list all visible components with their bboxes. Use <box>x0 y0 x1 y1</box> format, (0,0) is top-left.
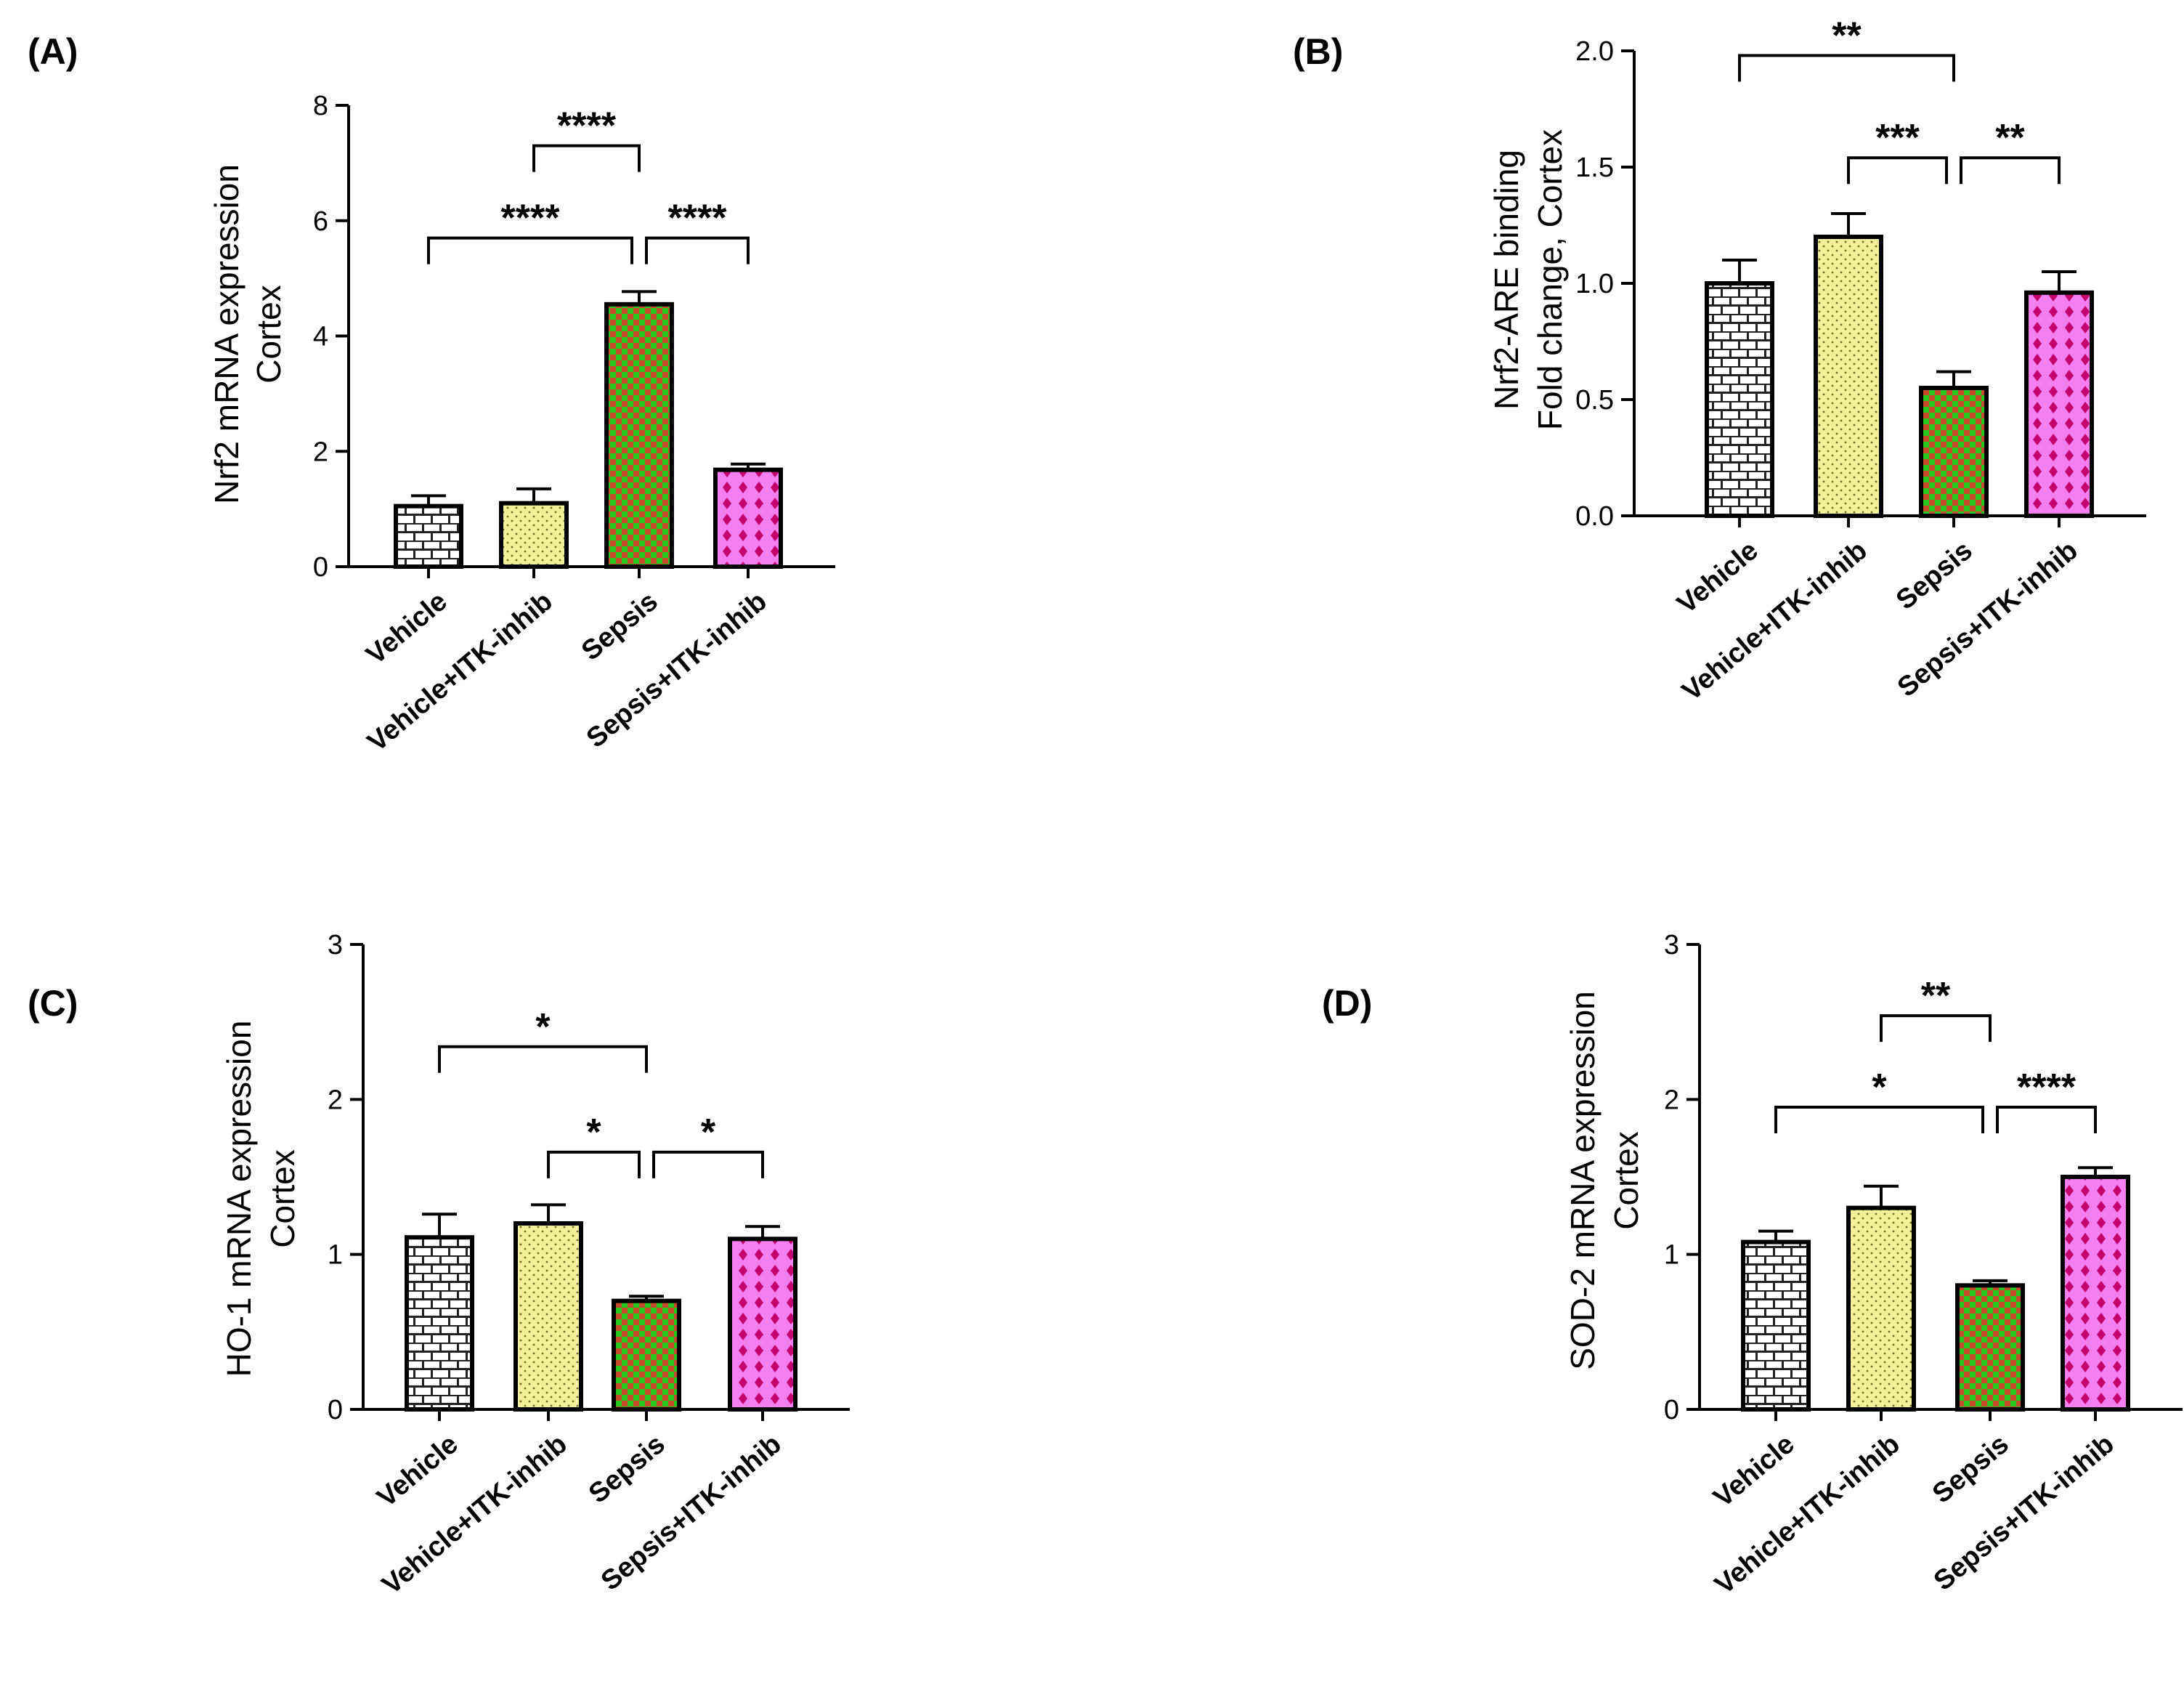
significance-label-c-0: * <box>535 1006 551 1048</box>
y-tick-label-b-2: 1.0 <box>1575 269 1614 299</box>
bar-vehicle-c <box>405 1235 474 1412</box>
y-tick-label-a-0: 0 <box>313 552 328 583</box>
significance-label-d-2: **** <box>2017 1066 2077 1109</box>
significance-bracket-b-2 <box>1960 156 2061 185</box>
bar-sepsis-itk-c <box>728 1236 797 1412</box>
y-axis-label-b-line1: Nrf2-ARE binding <box>1487 150 1525 410</box>
significance-bracket-b-0 <box>1738 54 1955 82</box>
category-label-vehicle-a: Vehicle <box>360 586 452 671</box>
panel-label-a: (A) <box>28 31 78 72</box>
y-axis-label-c-line2: Cortex <box>264 1149 301 1247</box>
bar-sepsis-itk-a <box>713 467 783 570</box>
significance-label-d-0: ** <box>1921 975 1951 1017</box>
panel-label-c: (C) <box>28 983 78 1024</box>
bar-sepsis-b <box>1919 386 1989 518</box>
significance-label-c-2: * <box>701 1112 716 1154</box>
y-axis-label-c-line1: HO-1 mRNA expression <box>220 1021 258 1377</box>
y-tick-label-b-3: 1.5 <box>1575 153 1614 183</box>
y-tick-label-b-1: 0.5 <box>1575 385 1614 416</box>
y-tick-label-c-2: 2 <box>328 1085 343 1115</box>
significance-label-c-1: * <box>586 1112 601 1154</box>
significance-bracket-a-2 <box>645 236 750 264</box>
bar-vehicle-b <box>1705 281 1774 518</box>
category-label-vehicle-itk-b: Vehicle+ITK-inhib <box>1676 535 1872 707</box>
y-axis-label-b-line2: Fold change, Cortex <box>1531 129 1569 430</box>
significance-bracket-a-1 <box>427 236 633 264</box>
category-label-sepsis-a: Sepsis <box>576 586 664 667</box>
y-tick-label-d-1: 1 <box>1664 1240 1679 1271</box>
significance-bracket-d-2 <box>1996 1106 2097 1133</box>
significance-bracket-d-1 <box>1774 1106 1984 1133</box>
bar-vehicle-itk-c <box>513 1221 583 1412</box>
y-tick-label-c-1: 1 <box>328 1240 343 1271</box>
y-tick-label-d-2: 2 <box>1664 1085 1679 1115</box>
significance-label-a-2: **** <box>668 198 728 240</box>
category-label-vehicle-d: Vehicle <box>1708 1429 1800 1513</box>
significance-bracket-c-0 <box>438 1045 648 1073</box>
bar-vehicle-itk-d <box>1846 1205 1916 1412</box>
bar-sepsis-d <box>1955 1283 2025 1412</box>
bar-sepsis-c <box>612 1298 681 1412</box>
bar-vehicle-itk-b <box>1814 235 1883 518</box>
significance-label-a-1: **** <box>501 198 561 240</box>
panel-a: (A) Nrf2 mRNA expression Cortex VehicleV… <box>28 31 835 758</box>
y-tick-label-b-0: 0.0 <box>1575 501 1614 532</box>
significance-label-a-0: **** <box>557 105 617 147</box>
y-axis-label-d-line2: Cortex <box>1607 1131 1645 1229</box>
category-label-vehicle-itk-c: Vehicle+ITK-inhib <box>376 1429 572 1600</box>
y-tick-label-d-0: 0 <box>1664 1395 1679 1425</box>
category-label-vehicle-itk-d: Vehicle+ITK-inhib <box>1709 1429 1905 1600</box>
bar-vehicle-itk-a <box>499 501 569 569</box>
bar-sepsis-a <box>604 301 674 569</box>
y-tick-label-c-3: 3 <box>328 930 343 960</box>
y-axis-label-d-line1: SOD-2 mRNA expression <box>1564 991 1602 1370</box>
panel-c: (C) HO-1 mRNA expression Cortex VehicleV… <box>28 930 850 1600</box>
y-tick-label-a-2: 4 <box>313 322 328 352</box>
significance-label-b-0: ** <box>1832 15 1862 57</box>
y-tick-label-a-4: 8 <box>313 91 328 121</box>
y-tick-label-a-3: 6 <box>313 206 328 237</box>
significance-label-d-1: * <box>1872 1066 1887 1109</box>
panel-d: (D) SOD-2 mRNA expression Cortex Vehicle… <box>1322 930 2183 1600</box>
significance-label-b-2: ** <box>1995 117 2025 159</box>
significance-bracket-b-1 <box>1847 156 1948 185</box>
category-label-vehicle-c: Vehicle <box>371 1429 463 1513</box>
bar-sepsis-itk-d <box>2061 1175 2130 1412</box>
category-label-sepsis-c: Sepsis <box>583 1429 671 1510</box>
category-label-sepsis-itk-d: Sepsis+ITK-inhib <box>1928 1429 2120 1597</box>
panel-label-d: (D) <box>1322 983 1372 1024</box>
significance-bracket-d-0 <box>1880 1014 1992 1043</box>
significance-bracket-a-0 <box>532 144 641 172</box>
y-axis-label-a-line1: Nrf2 mRNA expression <box>208 164 245 504</box>
y-tick-label-a-1: 2 <box>313 437 328 467</box>
significance-label-b-1: *** <box>1875 117 1920 159</box>
y-tick-label-d-3: 3 <box>1664 930 1679 960</box>
category-label-sepsis-itk-b: Sepsis+ITK-inhib <box>1892 535 2084 703</box>
y-tick-label-b-4: 2.0 <box>1575 36 1614 67</box>
y-tick-label-c-0: 0 <box>328 1395 343 1425</box>
significance-bracket-c-1 <box>547 1150 641 1178</box>
category-label-sepsis-b: Sepsis <box>1891 535 1978 616</box>
category-label-vehicle-b: Vehicle <box>1671 535 1763 620</box>
panel-b: (B) Nrf2-ARE binding Fold change, Cortex… <box>1293 15 2146 707</box>
category-label-sepsis-d: Sepsis <box>1927 1429 2015 1510</box>
panel-label-b: (B) <box>1293 31 1343 72</box>
bar-vehicle-a <box>394 503 463 569</box>
significance-bracket-c-2 <box>652 1150 764 1178</box>
y-axis-label-a-line2: Cortex <box>250 285 288 383</box>
bar-sepsis-itk-b <box>2024 290 2094 518</box>
bar-vehicle-d <box>1741 1239 1811 1412</box>
category-label-sepsis-itk-a: Sepsis+ITK-inhib <box>581 586 773 754</box>
category-label-vehicle-itk-a: Vehicle+ITK-inhib <box>362 586 558 758</box>
